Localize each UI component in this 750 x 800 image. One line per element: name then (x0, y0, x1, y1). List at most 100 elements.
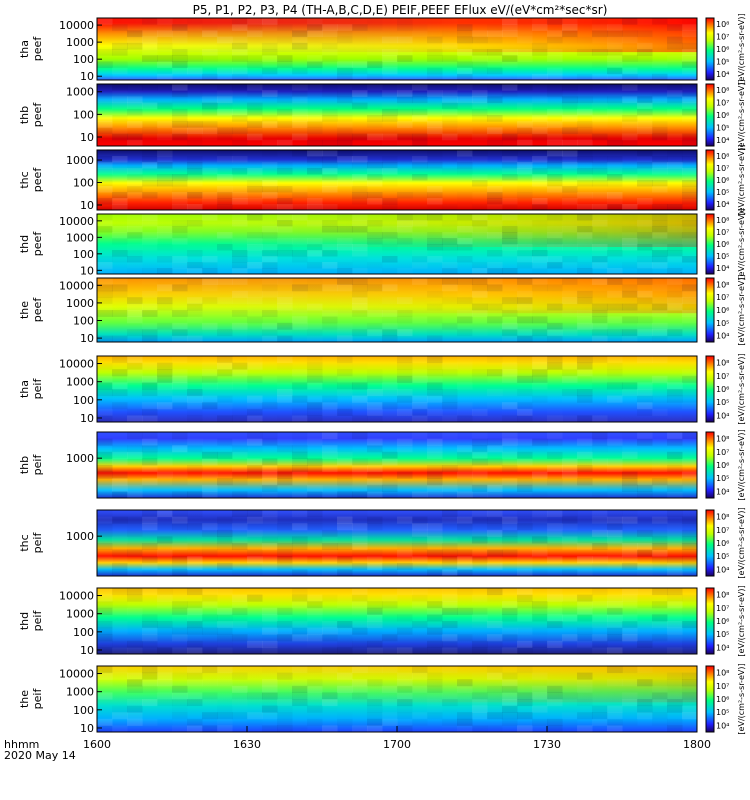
spectrogram-cell (427, 304, 443, 311)
spectrogram-cell (547, 139, 563, 147)
spectrogram-cell (157, 452, 173, 459)
spectrogram-cell (562, 310, 578, 317)
spectrogram-cell (547, 133, 563, 141)
spectrogram-cell (412, 550, 428, 557)
spectrogram-cell (577, 543, 593, 551)
spectrogram-cell (622, 284, 638, 292)
spectrogram-cell (217, 168, 233, 175)
spectrogram-cell (307, 150, 323, 157)
spectrogram-cell (217, 90, 233, 97)
spectrogram-cell (112, 725, 128, 733)
spectrogram-cell (592, 601, 608, 609)
spectrogram-cell (247, 712, 263, 720)
spectrogram-cell (457, 156, 473, 163)
spectrogram-cell (637, 18, 653, 25)
spectrogram-cell (577, 96, 593, 104)
spectrogram-cell (487, 672, 503, 680)
spectrogram-cell (577, 226, 593, 233)
spectrogram-cell (622, 666, 638, 674)
spectrogram-cell (667, 699, 683, 707)
spectrogram-cell (97, 174, 113, 181)
spectrogram-cell (202, 621, 218, 628)
spectrogram-cell (502, 90, 518, 97)
spectrogram-cell (352, 303, 368, 311)
spectrogram-cell (277, 238, 293, 245)
spectrogram-cell (187, 220, 203, 227)
spectrogram-cell (277, 389, 293, 397)
colorbar (705, 431, 715, 499)
spectrogram-cell (682, 115, 698, 122)
spectrogram-cell (112, 536, 128, 543)
spectrogram-cell (652, 226, 668, 233)
spectrogram-cell (367, 725, 383, 733)
y-tick-label: 1000 (66, 231, 94, 244)
spectrogram-cell (457, 127, 473, 134)
spectrogram-cell (427, 36, 443, 44)
spectrogram-cell (397, 438, 413, 446)
spectrogram-cell (442, 465, 458, 473)
spectrogram-cell (427, 376, 443, 383)
spectrogram-cell (337, 356, 353, 364)
spectrogram-cell (667, 673, 683, 680)
spectrogram-cell (457, 445, 473, 453)
spectrogram-cell (502, 174, 518, 181)
spectrogram-cell (352, 84, 368, 91)
spectrogram-cell (292, 471, 308, 479)
spectrogram-cell (532, 42, 548, 50)
spectrogram-cell (637, 395, 653, 403)
spectrogram-cell (382, 238, 398, 245)
spectrogram-cell (517, 601, 533, 609)
spectrogram-cell (367, 278, 383, 285)
spectrogram-cell (187, 550, 203, 557)
spectrogram-cell (637, 588, 653, 596)
spectrogram-cell (637, 74, 653, 81)
spectrogram-cell (127, 375, 143, 383)
spectrogram-cell (667, 536, 683, 543)
spectrogram-cell (277, 290, 293, 298)
spectrogram-cell (112, 569, 128, 577)
spectrogram-cell (487, 438, 503, 446)
spectrogram-cell (667, 395, 683, 403)
spectrogram-cell (442, 556, 458, 564)
spectrogram-cell (397, 121, 413, 128)
spectrogram-cell (142, 156, 158, 163)
spectrogram-cell (457, 588, 473, 595)
spectrogram-cell (127, 186, 143, 193)
spectrogram-cell (307, 30, 323, 38)
spectrogram-cell (307, 121, 323, 128)
spectrogram-cell (382, 198, 398, 205)
spectrogram-cell (622, 679, 638, 687)
spectrogram-cell (337, 127, 353, 134)
spectrogram-cell (187, 316, 203, 323)
spectrogram-cell (247, 174, 263, 181)
spectrogram-cell (682, 705, 698, 713)
spectrogram-cell (532, 316, 548, 324)
spectrogram-cell (307, 692, 323, 699)
spectrogram-cell (247, 375, 263, 383)
spectrogram-cell (352, 186, 368, 193)
spectrogram-cell (322, 608, 338, 615)
spectrogram-cell (217, 562, 233, 570)
spectrogram-cell (172, 356, 188, 363)
panel-product-label: peif (31, 378, 44, 400)
spectrogram-cell (127, 108, 143, 116)
spectrogram-cell (667, 150, 683, 157)
spectrogram-cell (637, 102, 653, 110)
spectrogram-cell (217, 621, 233, 629)
spectrogram-cell (232, 220, 248, 227)
panel-probe-label: thd (18, 612, 31, 630)
spectrogram-cell (652, 647, 668, 654)
spectrogram-cell (127, 329, 143, 337)
spectrogram-cell (367, 329, 383, 337)
spectrogram-cell (352, 556, 368, 563)
spectrogram-cell (427, 316, 443, 323)
spectrogram-cell (517, 303, 533, 311)
spectrogram-cell (442, 262, 458, 269)
spectrogram-cell (262, 115, 278, 122)
spectrogram-cell (667, 491, 683, 498)
spectrogram-cell (307, 685, 323, 693)
spectrogram-cell (547, 232, 563, 239)
spectrogram-cell (277, 186, 293, 193)
spectrogram-cell (562, 156, 578, 163)
spectrogram-cell (412, 712, 428, 719)
